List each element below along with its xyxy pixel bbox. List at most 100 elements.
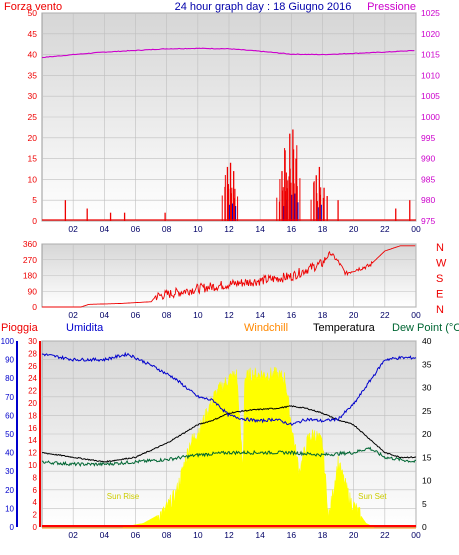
x-tick-label: 10 (193, 310, 203, 320)
x-tick-label: 00 (411, 530, 421, 540)
x-tick-label: 22 (380, 530, 390, 540)
y-tick-label-temperature: 15 (422, 452, 432, 462)
compass-label: N (436, 304, 444, 316)
y-tick-label-rain: 28 (28, 349, 37, 358)
y-tick-label-humidity: 10 (5, 504, 14, 513)
y-tick-label-pressure: 975 (421, 216, 435, 226)
y-tick-label-rain: 0 (33, 523, 38, 532)
x-tick-label: 16 (287, 224, 297, 234)
x-tick-label: 16 (287, 310, 297, 320)
y-tick-label-temperature: 5 (422, 499, 427, 509)
y-tick-label-wind: 35 (28, 70, 38, 80)
x-tick-label: 16 (287, 530, 297, 540)
header-wind-label: Forza vento (4, 1, 62, 13)
x-tick-label: 06 (131, 310, 141, 320)
y-tick-label-temperature: 10 (422, 476, 432, 486)
y-tick-label-pressure: 1020 (421, 29, 440, 39)
y-tick-label-rain: 4 (33, 498, 38, 507)
x-tick-label: 02 (68, 530, 78, 540)
y-tick-label-wind: 45 (28, 29, 38, 39)
header-pressure-label: Pressione (367, 1, 416, 13)
legend-windchill: Windchill (244, 322, 288, 334)
y-tick-label-wind: 0 (32, 216, 37, 226)
page-title: 24 hour graph day : 18 Giugno 2016 (175, 1, 352, 13)
x-tick-label: 00 (411, 310, 421, 320)
y-tick-label-pressure: 985 (421, 174, 435, 184)
y-tick-label-pressure: 990 (421, 154, 435, 164)
x-tick-label: 04 (100, 530, 110, 540)
y-tick-label-rain: 2 (33, 511, 38, 520)
y-tick-label-humidity: 30 (5, 467, 14, 476)
x-tick-label: 12 (224, 310, 234, 320)
compass-label: W (436, 258, 447, 270)
sunset-label: Sun Set (358, 492, 387, 501)
legend-temperature: Temperatura (313, 322, 376, 334)
y-tick-label-temperature: 25 (422, 406, 432, 416)
y-tick-label-wind: 30 (28, 91, 38, 101)
temperature-line (42, 405, 417, 463)
humidity-line (41, 351, 417, 426)
solar-radiation-area (122, 366, 374, 528)
x-tick-label: 08 (162, 530, 172, 540)
y-tick-label-pressure: 1000 (421, 112, 440, 122)
y-tick-label-direction: 360 (23, 239, 37, 249)
x-tick-label: 06 (131, 224, 141, 234)
y-tick-label-rain: 12 (28, 449, 37, 458)
x-tick-label: 14 (255, 530, 265, 540)
y-tick-label-humidity: 0 (10, 523, 15, 532)
y-tick-label-humidity: 100 (1, 337, 15, 346)
y-tick-label-temperature: 0 (422, 522, 427, 532)
y-tick-label-direction: 90 (28, 286, 38, 296)
compass-label: E (436, 289, 443, 301)
y-tick-label-pressure: 1015 (421, 50, 440, 60)
y-tick-label-temperature: 40 (422, 336, 432, 346)
y-tick-label-wind: 10 (28, 174, 38, 184)
x-tick-label: 04 (100, 224, 110, 234)
y-tick-label-humidity: 20 (5, 486, 14, 495)
y-tick-label-rain: 6 (33, 486, 38, 495)
y-tick-label-rain: 14 (28, 436, 37, 445)
legend-dewpoint: Dew Point (°C (392, 322, 459, 334)
dewpoint-line (41, 446, 417, 467)
y-tick-label-pressure: 1010 (421, 70, 440, 80)
x-tick-label: 10 (193, 530, 203, 540)
x-tick-label: 20 (349, 310, 359, 320)
y-tick-label-direction: 0 (32, 302, 37, 312)
legend-humidity: Umidita (66, 322, 104, 334)
x-tick-label: 08 (162, 224, 172, 234)
y-tick-label-rain: 10 (28, 461, 37, 470)
y-tick-label-direction: 180 (23, 271, 37, 281)
x-tick-label: 08 (162, 310, 172, 320)
legend-rain: Pioggia (1, 322, 39, 334)
y-tick-label-direction: 270 (23, 255, 37, 265)
x-tick-label: 06 (131, 530, 141, 540)
y-tick-label-temperature: 20 (422, 429, 432, 439)
y-tick-label-wind: 50 (28, 8, 38, 18)
pressure-line (41, 47, 415, 59)
y-tick-label-pressure: 980 (421, 195, 435, 205)
y-tick-label-rain: 18 (28, 411, 37, 420)
y-tick-label-wind: 5 (32, 195, 37, 205)
y-tick-label-rain: 26 (28, 362, 37, 371)
x-tick-label: 18 (318, 310, 328, 320)
y-tick-label-humidity: 50 (5, 430, 14, 439)
y-tick-label-pressure: 1005 (421, 91, 440, 101)
y-tick-label-rain: 30 (28, 337, 37, 346)
compass-label: N (436, 242, 444, 254)
y-tick-label-rain: 8 (33, 473, 38, 482)
x-tick-label: 20 (349, 224, 359, 234)
y-tick-label-rain: 20 (28, 399, 37, 408)
y-tick-label-temperature: 35 (422, 359, 432, 369)
x-tick-label: 18 (318, 224, 328, 234)
y-tick-label-wind: 25 (28, 112, 38, 122)
x-tick-label: 22 (380, 224, 390, 234)
y-tick-label-humidity: 70 (5, 393, 14, 402)
y-tick-label-temperature: 30 (422, 383, 432, 393)
x-tick-label: 12 (224, 224, 234, 234)
y-tick-label-rain: 24 (28, 374, 37, 383)
y-tick-label-humidity: 60 (5, 411, 14, 420)
x-tick-label: 14 (255, 310, 265, 320)
x-tick-label: 12 (224, 530, 234, 540)
